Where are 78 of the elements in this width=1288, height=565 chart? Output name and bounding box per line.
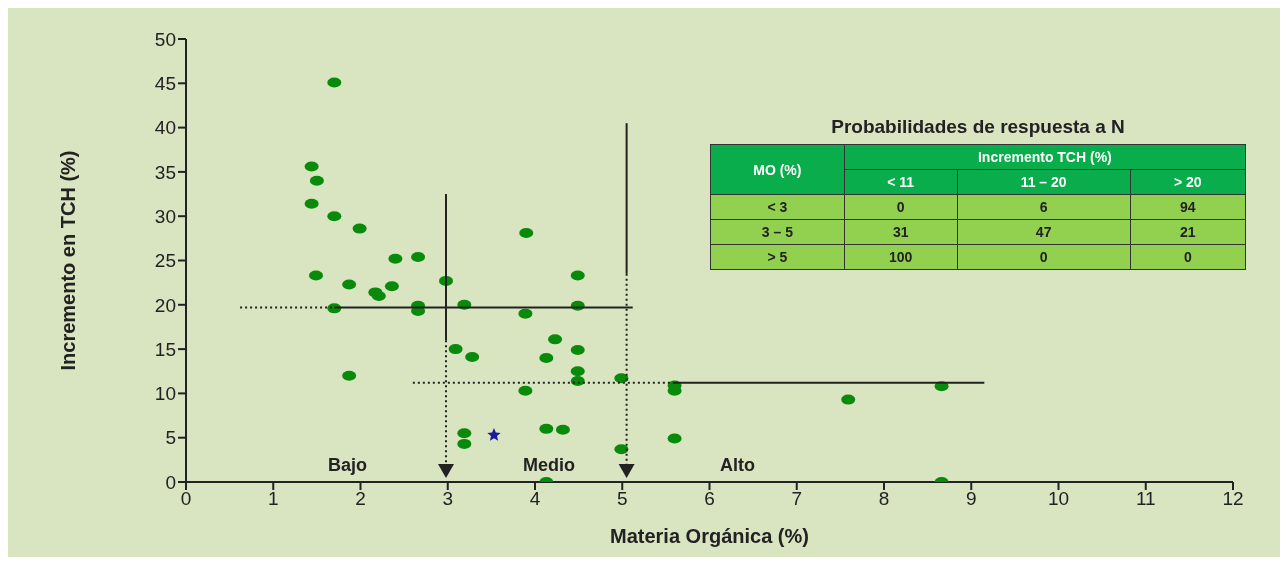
annotation: 0 bbox=[1130, 244, 1246, 270]
point bbox=[465, 352, 480, 363]
point bbox=[384, 281, 399, 292]
x-tick-label: 7 bbox=[791, 488, 803, 510]
point bbox=[518, 385, 533, 396]
point bbox=[539, 352, 554, 363]
annotation: > 20 bbox=[1130, 169, 1246, 195]
point bbox=[327, 77, 342, 88]
point bbox=[342, 370, 357, 381]
point bbox=[667, 385, 682, 396]
point bbox=[667, 433, 682, 444]
annotation: Incremento TCH (%) bbox=[844, 144, 1246, 170]
point bbox=[570, 366, 585, 377]
point bbox=[519, 228, 534, 239]
y-tick-label: 50 bbox=[154, 28, 176, 50]
point bbox=[448, 344, 463, 355]
point bbox=[309, 175, 324, 186]
annotation: > 5 bbox=[710, 244, 845, 270]
y-tick-label: 35 bbox=[154, 161, 176, 183]
annotation: Bajo bbox=[328, 455, 368, 476]
y-tick-label: 40 bbox=[154, 117, 176, 139]
point bbox=[570, 270, 585, 281]
point bbox=[539, 423, 554, 434]
y-tick-label: 0 bbox=[165, 471, 176, 493]
point bbox=[342, 279, 357, 290]
y-tick-label: 25 bbox=[154, 250, 176, 272]
text: Probabilidades de respuesta a N bbox=[830, 116, 1126, 138]
annotation: 6 bbox=[957, 194, 1131, 220]
annotation: 11 – 20 bbox=[957, 169, 1131, 195]
x-tick-label: 1 bbox=[267, 488, 279, 510]
annotation: 3 – 5 bbox=[710, 219, 845, 245]
x-tick-label: 8 bbox=[878, 488, 890, 510]
point bbox=[309, 270, 323, 281]
point bbox=[388, 253, 403, 264]
point bbox=[555, 424, 570, 435]
x-tick-label: 2 bbox=[355, 488, 366, 510]
annotation: 21 bbox=[1130, 219, 1246, 245]
point bbox=[457, 438, 472, 449]
y-tick-label: 5 bbox=[165, 427, 176, 449]
point bbox=[841, 394, 856, 405]
annotation: MO (%) bbox=[710, 144, 845, 195]
annotation: < 11 bbox=[844, 169, 958, 195]
x-tick-label: 5 bbox=[616, 488, 628, 510]
point bbox=[570, 344, 585, 355]
y-tick-label: 45 bbox=[154, 73, 176, 95]
y-tick-label: 30 bbox=[154, 205, 176, 227]
point bbox=[518, 308, 533, 319]
point bbox=[457, 428, 472, 439]
x-tick-label: 10 bbox=[1047, 488, 1070, 510]
x-tick-label: 4 bbox=[529, 488, 541, 510]
annotation: 47 bbox=[957, 219, 1131, 245]
y-tick-label: 15 bbox=[154, 338, 176, 360]
point bbox=[304, 161, 319, 172]
annotation: 100 bbox=[844, 244, 958, 270]
point bbox=[327, 211, 342, 222]
annotation: 94 bbox=[1130, 194, 1246, 220]
annotation: 0 bbox=[844, 194, 958, 220]
x-tick-label: 9 bbox=[965, 488, 977, 510]
annotation: Medio bbox=[523, 455, 575, 476]
x-axis-title: Materia Orgánica (%) bbox=[610, 525, 809, 547]
annotation: Alto bbox=[720, 455, 755, 476]
y-axis-title: Incremento en TCH (%) bbox=[57, 150, 80, 371]
point bbox=[411, 251, 426, 262]
x-tick-label: 3 bbox=[442, 488, 454, 510]
annotation: 31 bbox=[844, 219, 958, 245]
annotation: < 3 bbox=[710, 194, 845, 220]
y-tick-label: 20 bbox=[154, 294, 176, 316]
point bbox=[614, 444, 629, 455]
point bbox=[304, 198, 319, 209]
point bbox=[352, 223, 367, 234]
point bbox=[487, 428, 501, 441]
annotation: 0 bbox=[957, 244, 1131, 270]
x-tick-label: 6 bbox=[704, 488, 715, 510]
x-tick-label: 0 bbox=[180, 488, 192, 510]
x-tick-label: 12 bbox=[1222, 488, 1244, 510]
y-tick-label: 10 bbox=[154, 383, 176, 405]
point bbox=[548, 334, 563, 345]
x-tick-label: 11 bbox=[1135, 488, 1156, 510]
